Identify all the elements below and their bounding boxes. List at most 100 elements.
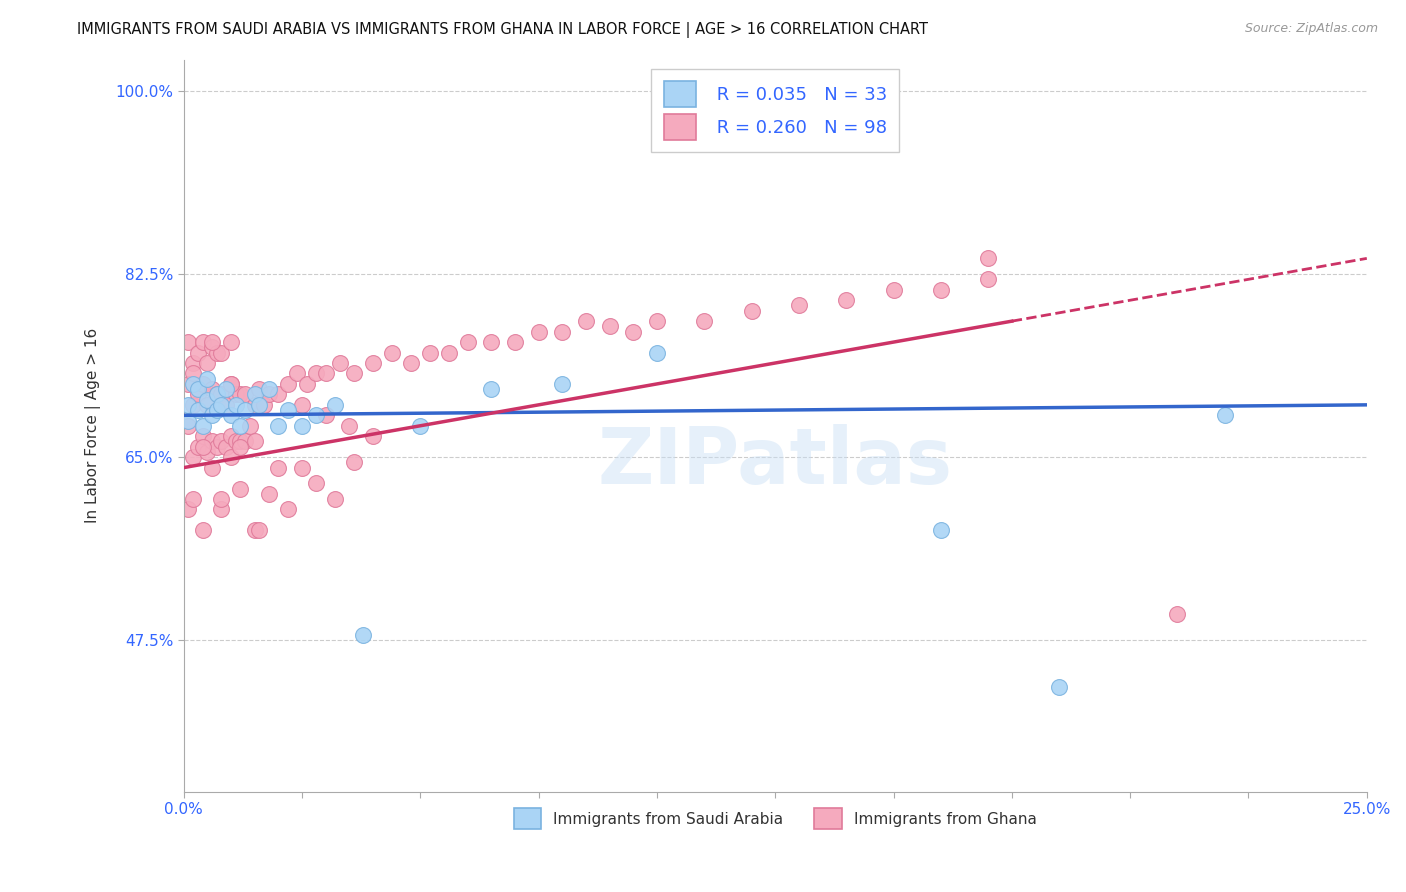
Point <box>361 356 384 370</box>
Point <box>211 502 233 516</box>
Point <box>353 628 375 642</box>
Point <box>177 413 200 427</box>
Point <box>181 450 204 465</box>
Point <box>195 398 218 412</box>
Point <box>177 502 200 516</box>
Point <box>211 345 233 359</box>
Point <box>205 440 228 454</box>
Point <box>187 440 209 454</box>
Point <box>1166 607 1188 621</box>
Point <box>177 334 200 349</box>
Point <box>787 298 810 312</box>
Point <box>225 434 247 449</box>
Point <box>503 334 526 349</box>
Point <box>257 387 280 401</box>
Point <box>201 334 224 349</box>
Point <box>187 387 209 401</box>
Legend: Immigrants from Saudi Arabia, Immigrants from Ghana: Immigrants from Saudi Arabia, Immigrants… <box>508 802 1043 836</box>
Point <box>381 345 404 359</box>
Point <box>181 367 204 381</box>
Point <box>215 382 238 396</box>
Point <box>343 367 366 381</box>
Point <box>191 334 214 349</box>
Point <box>177 418 200 433</box>
Point <box>551 325 574 339</box>
Y-axis label: In Labor Force | Age > 16: In Labor Force | Age > 16 <box>86 328 101 524</box>
Point <box>437 345 460 359</box>
Point <box>479 382 502 396</box>
Point <box>195 372 218 386</box>
Point <box>257 382 280 396</box>
Point <box>201 382 224 396</box>
Point <box>239 418 262 433</box>
Point <box>191 376 214 391</box>
Point <box>205 403 228 417</box>
Point <box>195 392 218 407</box>
Point <box>267 418 290 433</box>
Point <box>479 334 502 349</box>
Point <box>575 314 598 328</box>
Point <box>211 491 233 506</box>
Point <box>693 314 716 328</box>
Point <box>187 345 209 359</box>
Point <box>291 418 314 433</box>
Point <box>233 403 256 417</box>
Point <box>215 398 238 412</box>
Point <box>315 367 337 381</box>
Point <box>215 440 238 454</box>
Point <box>201 340 224 354</box>
Point <box>361 429 384 443</box>
Point <box>201 409 224 423</box>
Point <box>229 418 252 433</box>
Point <box>1213 409 1236 423</box>
Point <box>457 334 479 349</box>
Point <box>177 376 200 391</box>
Point <box>201 460 224 475</box>
Point <box>219 334 242 349</box>
Point <box>243 387 266 401</box>
Point <box>267 387 290 401</box>
Point <box>329 356 352 370</box>
Point <box>409 418 432 433</box>
Point <box>205 387 228 401</box>
Point <box>977 252 1000 266</box>
Point <box>233 387 256 401</box>
Point <box>399 356 422 370</box>
Point <box>929 283 952 297</box>
Point <box>929 524 952 538</box>
Point <box>247 382 270 396</box>
Point <box>195 356 218 370</box>
Point <box>977 272 1000 286</box>
Point <box>323 398 346 412</box>
Point <box>305 367 328 381</box>
Point <box>419 345 441 359</box>
Point <box>551 376 574 391</box>
Point <box>253 398 276 412</box>
Point <box>323 491 346 506</box>
Point <box>195 445 218 459</box>
Point <box>527 325 550 339</box>
Point <box>187 403 209 417</box>
Point <box>219 376 242 391</box>
Point <box>233 434 256 449</box>
Point <box>305 409 328 423</box>
Point <box>229 482 252 496</box>
Point <box>247 524 270 538</box>
Point <box>285 367 308 381</box>
Point <box>211 387 233 401</box>
Point <box>645 314 668 328</box>
Point <box>187 382 209 396</box>
Point <box>229 440 252 454</box>
Point <box>191 418 214 433</box>
Point <box>225 387 247 401</box>
Point <box>191 429 214 443</box>
Point <box>247 398 270 412</box>
Point <box>181 356 204 370</box>
Point <box>277 376 299 391</box>
Point <box>243 398 266 412</box>
Point <box>219 376 242 391</box>
Text: ZIPatlas: ZIPatlas <box>598 425 953 500</box>
Point <box>211 434 233 449</box>
Point <box>277 502 299 516</box>
Point <box>177 398 200 412</box>
